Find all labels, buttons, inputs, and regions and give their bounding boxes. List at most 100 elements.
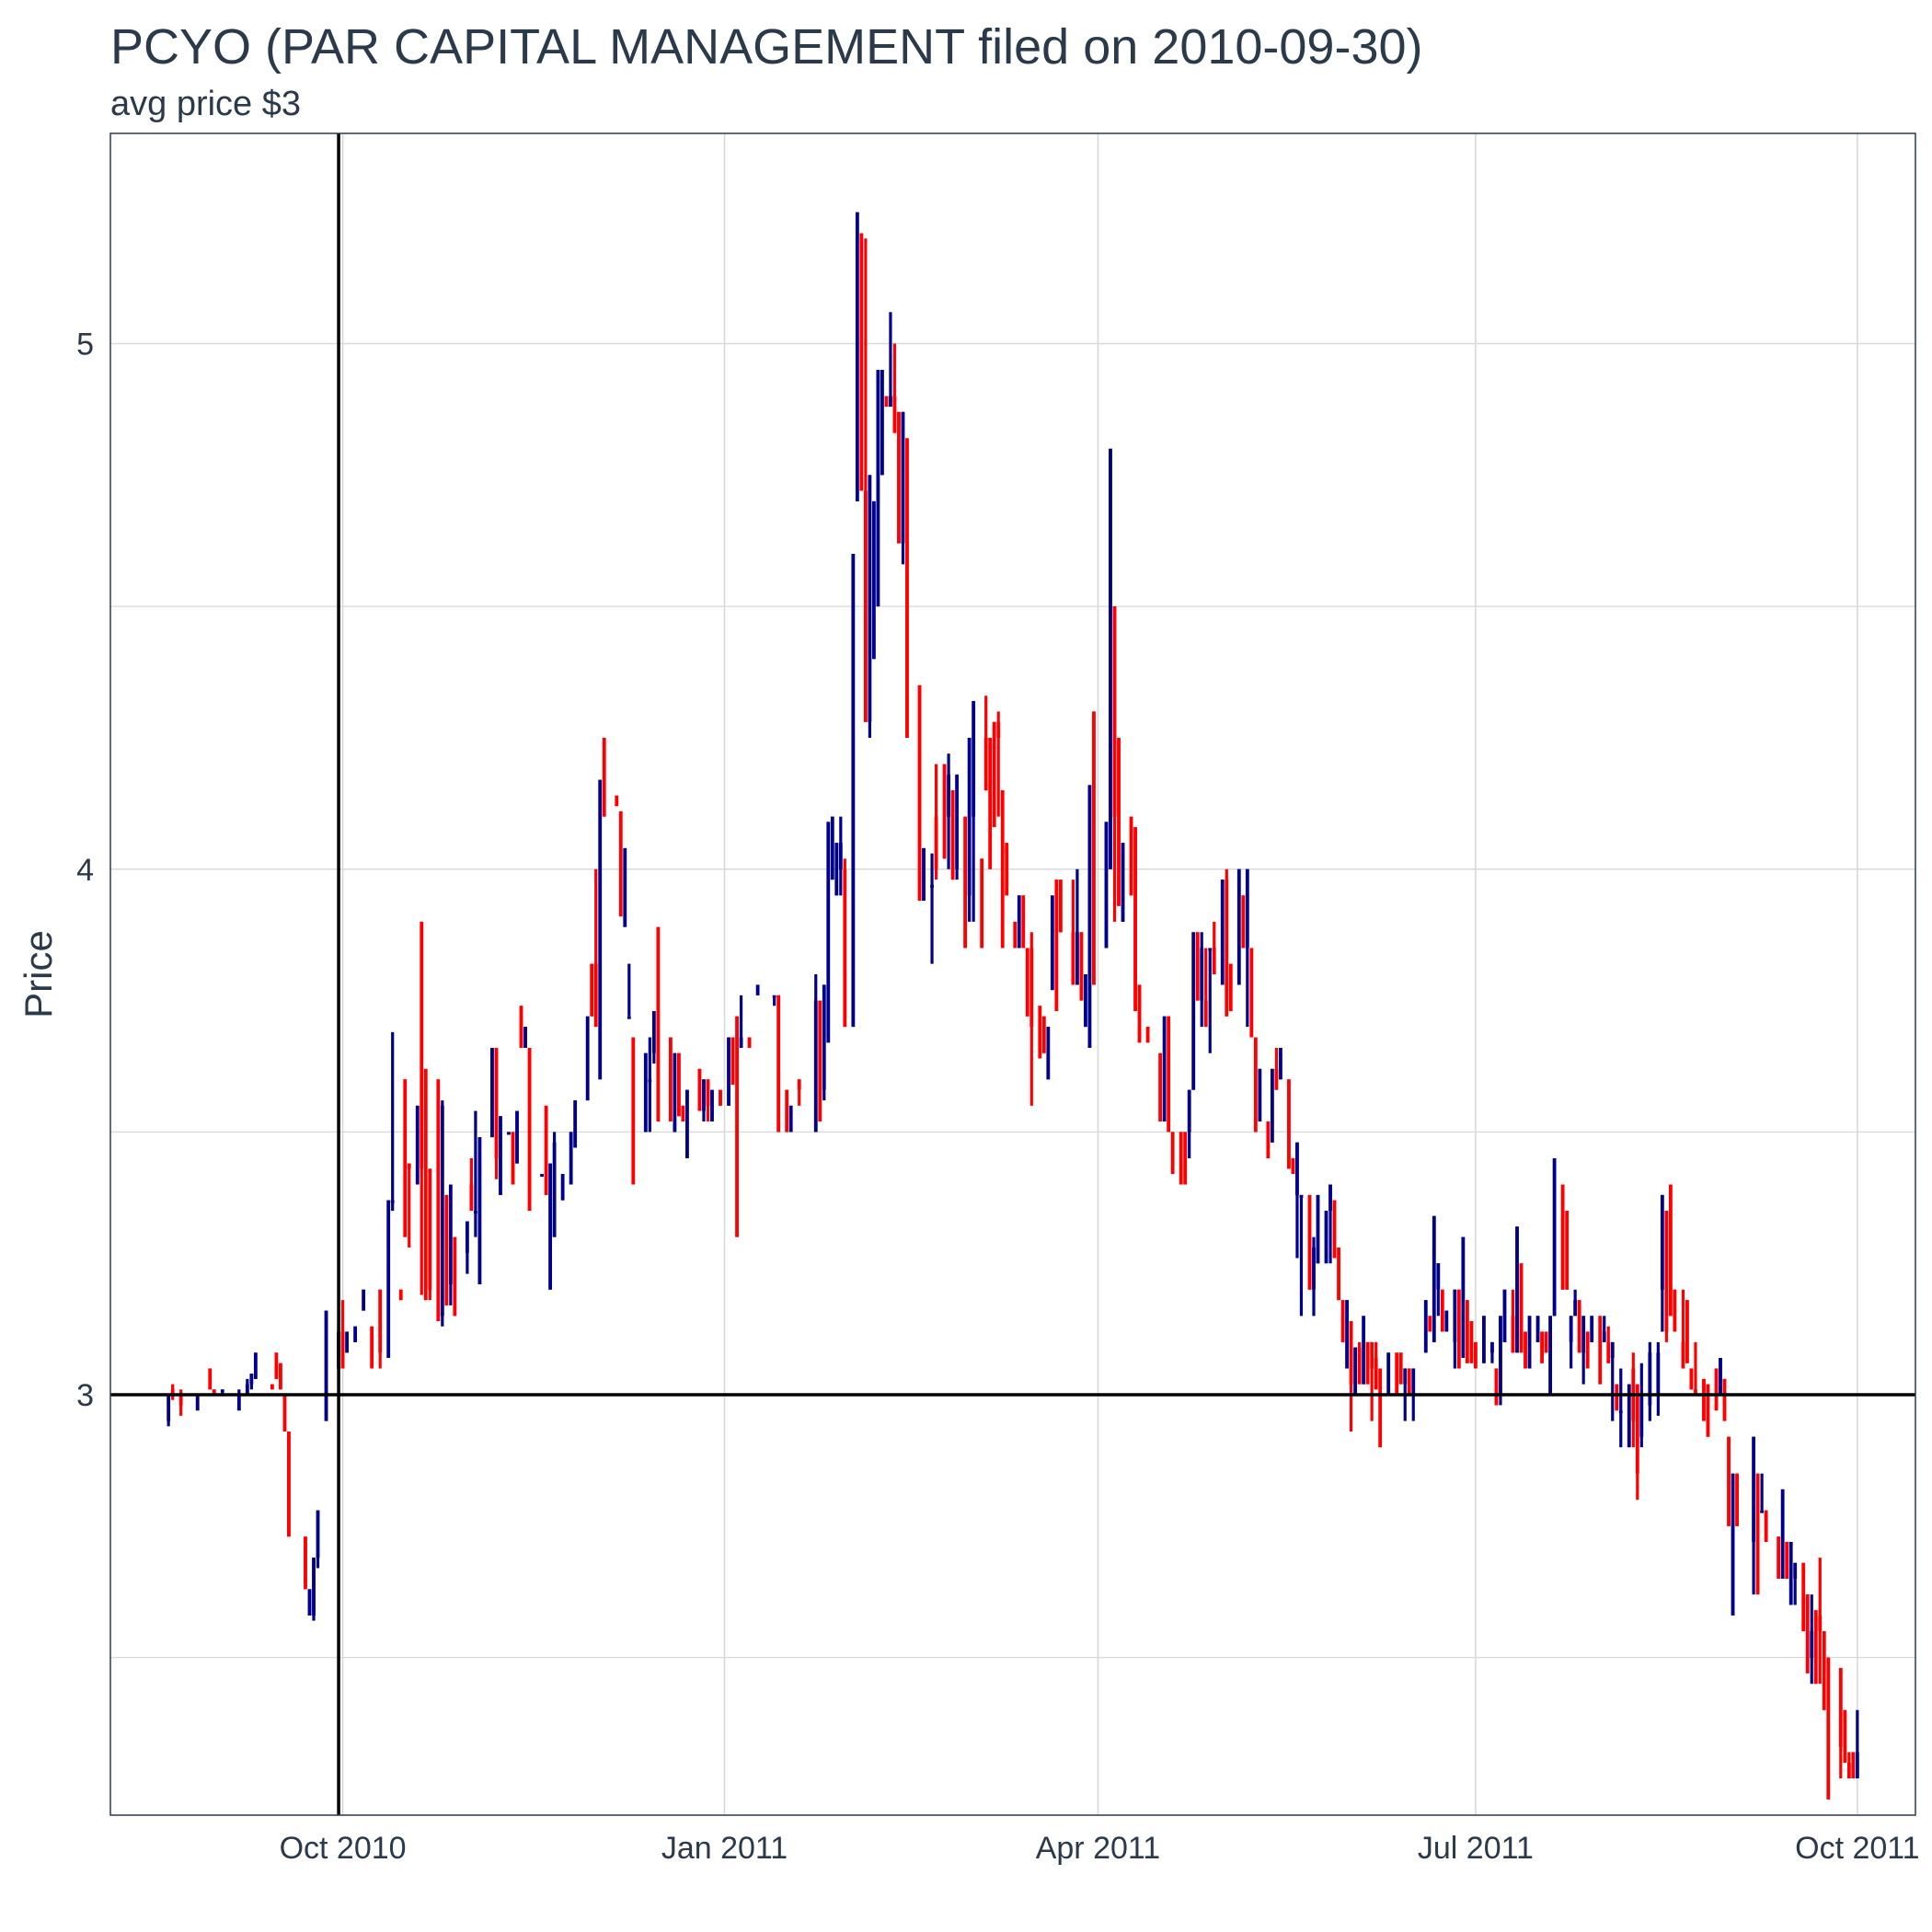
ohlc-bar-body: [548, 1163, 553, 1290]
ohlc-bar-body: [1681, 1341, 1685, 1369]
ohlc-bar-body: [249, 1374, 254, 1385]
ohlc-bar-body: [1378, 1368, 1383, 1448]
ohlc-bar-body: [1058, 880, 1063, 933]
x-tick-label: Apr 2011: [1036, 1831, 1160, 1866]
ohlc-bar-body: [1851, 1752, 1856, 1779]
ohlc-bar-body: [1071, 932, 1075, 985]
ohlc-bar-body: [1029, 948, 1034, 1028]
ohlc-bar-body: [1719, 1358, 1722, 1395]
ohlc-bar-body: [1544, 1331, 1548, 1353]
ohlc-bar-body: [1490, 1341, 1494, 1353]
ohlc-bar-body: [1519, 1263, 1524, 1353]
ohlc-bar-body: [519, 1006, 523, 1048]
ohlc-bar-body: [892, 396, 897, 433]
ohlc-bar-body: [1722, 1378, 1727, 1421]
chart-title: PCYO (PAR CAPITAL MANAGEMENT filed on 20…: [110, 19, 1423, 75]
ohlc-bar-body: [1079, 932, 1084, 1001]
ohlc-bar-body: [1714, 1368, 1719, 1411]
ohlc-bar-body: [1013, 921, 1018, 949]
ohlc-bar-body: [996, 721, 1001, 738]
ohlc-bar-body: [822, 984, 826, 1090]
ohlc-bar-body: [889, 396, 892, 408]
ohlc-bar-body: [1225, 880, 1229, 1017]
ohlc-bar-body: [423, 1068, 428, 1301]
ohlc-bar-body: [1573, 1300, 1578, 1317]
ohlc-bar-body: [922, 847, 926, 902]
ohlc-bar-body: [1312, 1248, 1316, 1290]
ohlc-bar-body: [623, 847, 627, 927]
ohlc-bar-body: [1423, 1300, 1428, 1353]
ohlc-bar-body: [1228, 963, 1233, 1011]
ohlc-bar-body: [1444, 1310, 1449, 1332]
ohlc-bar-body: [1473, 1341, 1478, 1369]
ohlc-bar-body: [1328, 1184, 1332, 1212]
ohlc-bar-body: [170, 1389, 175, 1395]
ohlc-bar-body: [1307, 1194, 1312, 1290]
ohlc-bar-body: [988, 737, 993, 869]
ohlc-bar-body: [1179, 1132, 1183, 1185]
ohlc-bar-body: [772, 995, 776, 998]
ohlc-bar-body: [1846, 1762, 1851, 1779]
y-axis-ticks: 3 4 5: [76, 328, 94, 1414]
ohlc-bar-body: [1365, 1341, 1370, 1385]
ohlc-bar-body: [992, 721, 996, 828]
ohlc-bar-body: [643, 1052, 648, 1133]
ohlc-bar-body: [507, 1132, 511, 1135]
ohlc-bar-body: [407, 1163, 411, 1169]
ohlc-bar-body: [499, 1116, 502, 1195]
ohlc-bar-body: [287, 1431, 291, 1537]
ohlc-bar-body: [1087, 785, 1092, 1048]
ohlc-bar-body: [1838, 1668, 1843, 1747]
ohlc-bar-body: [1270, 1068, 1274, 1143]
ohlc-bar-body: [834, 843, 839, 896]
ohlc-bar-body: [1540, 1331, 1544, 1363]
ohlc-bar-body: [1411, 1368, 1416, 1395]
ohlc-bar-body: [1822, 1631, 1826, 1710]
grid-lines: [110, 133, 1915, 1815]
ohlc-bar-body: [312, 1558, 316, 1616]
ohlc-bar-body: [1780, 1489, 1785, 1579]
ohlc-bar-body: [1760, 1510, 1765, 1513]
ohlc-bar-body: [1374, 1358, 1378, 1390]
ohlc-bar-body: [950, 790, 955, 880]
ohlc-bar-body: [1220, 880, 1225, 985]
ohlc-bar-body: [324, 1310, 328, 1421]
ohlc-bar-body: [1602, 1331, 1606, 1342]
ohlc-bar-body: [1735, 1473, 1739, 1526]
ohlc-bar-body: [428, 1168, 432, 1290]
ohlc-bar-body: [1432, 1215, 1436, 1342]
ohlc-bar-body: [1236, 868, 1241, 985]
ohlc-bar-body: [930, 884, 934, 888]
ohlc-bar-body: [1129, 816, 1133, 896]
ohlc-bar-body: [1324, 1211, 1328, 1264]
ohlc-bar-body: [1386, 1352, 1391, 1395]
ohlc-bar-body: [1461, 1236, 1466, 1359]
ohlc-bar-body: [1183, 1132, 1188, 1185]
ohlc-bar-body: [983, 737, 988, 791]
ohlc-bar-body: [1610, 1341, 1615, 1359]
ohlc-bar-body: [477, 1137, 482, 1285]
ohlc-bar-body: [253, 1352, 258, 1379]
ohlc-bar-body: [651, 1010, 656, 1053]
ohlc-bar-body: [1673, 1289, 1677, 1332]
ohlc-bar-body: [1581, 1316, 1586, 1353]
plot-panel-border: [109, 132, 1916, 1816]
ohlc-bar-body: [1502, 1289, 1507, 1342]
ohlc-bar-body: [631, 1037, 636, 1185]
ohlc-bar-body: [1453, 1289, 1457, 1342]
ohlc-bar-body: [1689, 1368, 1694, 1390]
ohlc-bar-body: [362, 1289, 366, 1311]
ohlc-bar-body: [1021, 895, 1026, 949]
ohlc-bar-body: [1843, 1709, 1847, 1763]
ohlc-bar-body: [1560, 1184, 1565, 1290]
ohlc-bar-body: [697, 1068, 702, 1111]
ohlc-bar-body: [436, 1079, 441, 1322]
ohlc-bar-body: [1340, 1300, 1345, 1342]
ohlc-bar-body: [1274, 1068, 1279, 1090]
ohlc-bar-body: [274, 1352, 279, 1379]
ohlc-bar-body: [353, 1326, 358, 1342]
ohlc-bar-body: [876, 370, 880, 607]
ohlc-bar-body: [544, 1105, 548, 1195]
ohlc-bar-body: [453, 1236, 457, 1317]
y-tick-label: 4: [76, 853, 94, 888]
